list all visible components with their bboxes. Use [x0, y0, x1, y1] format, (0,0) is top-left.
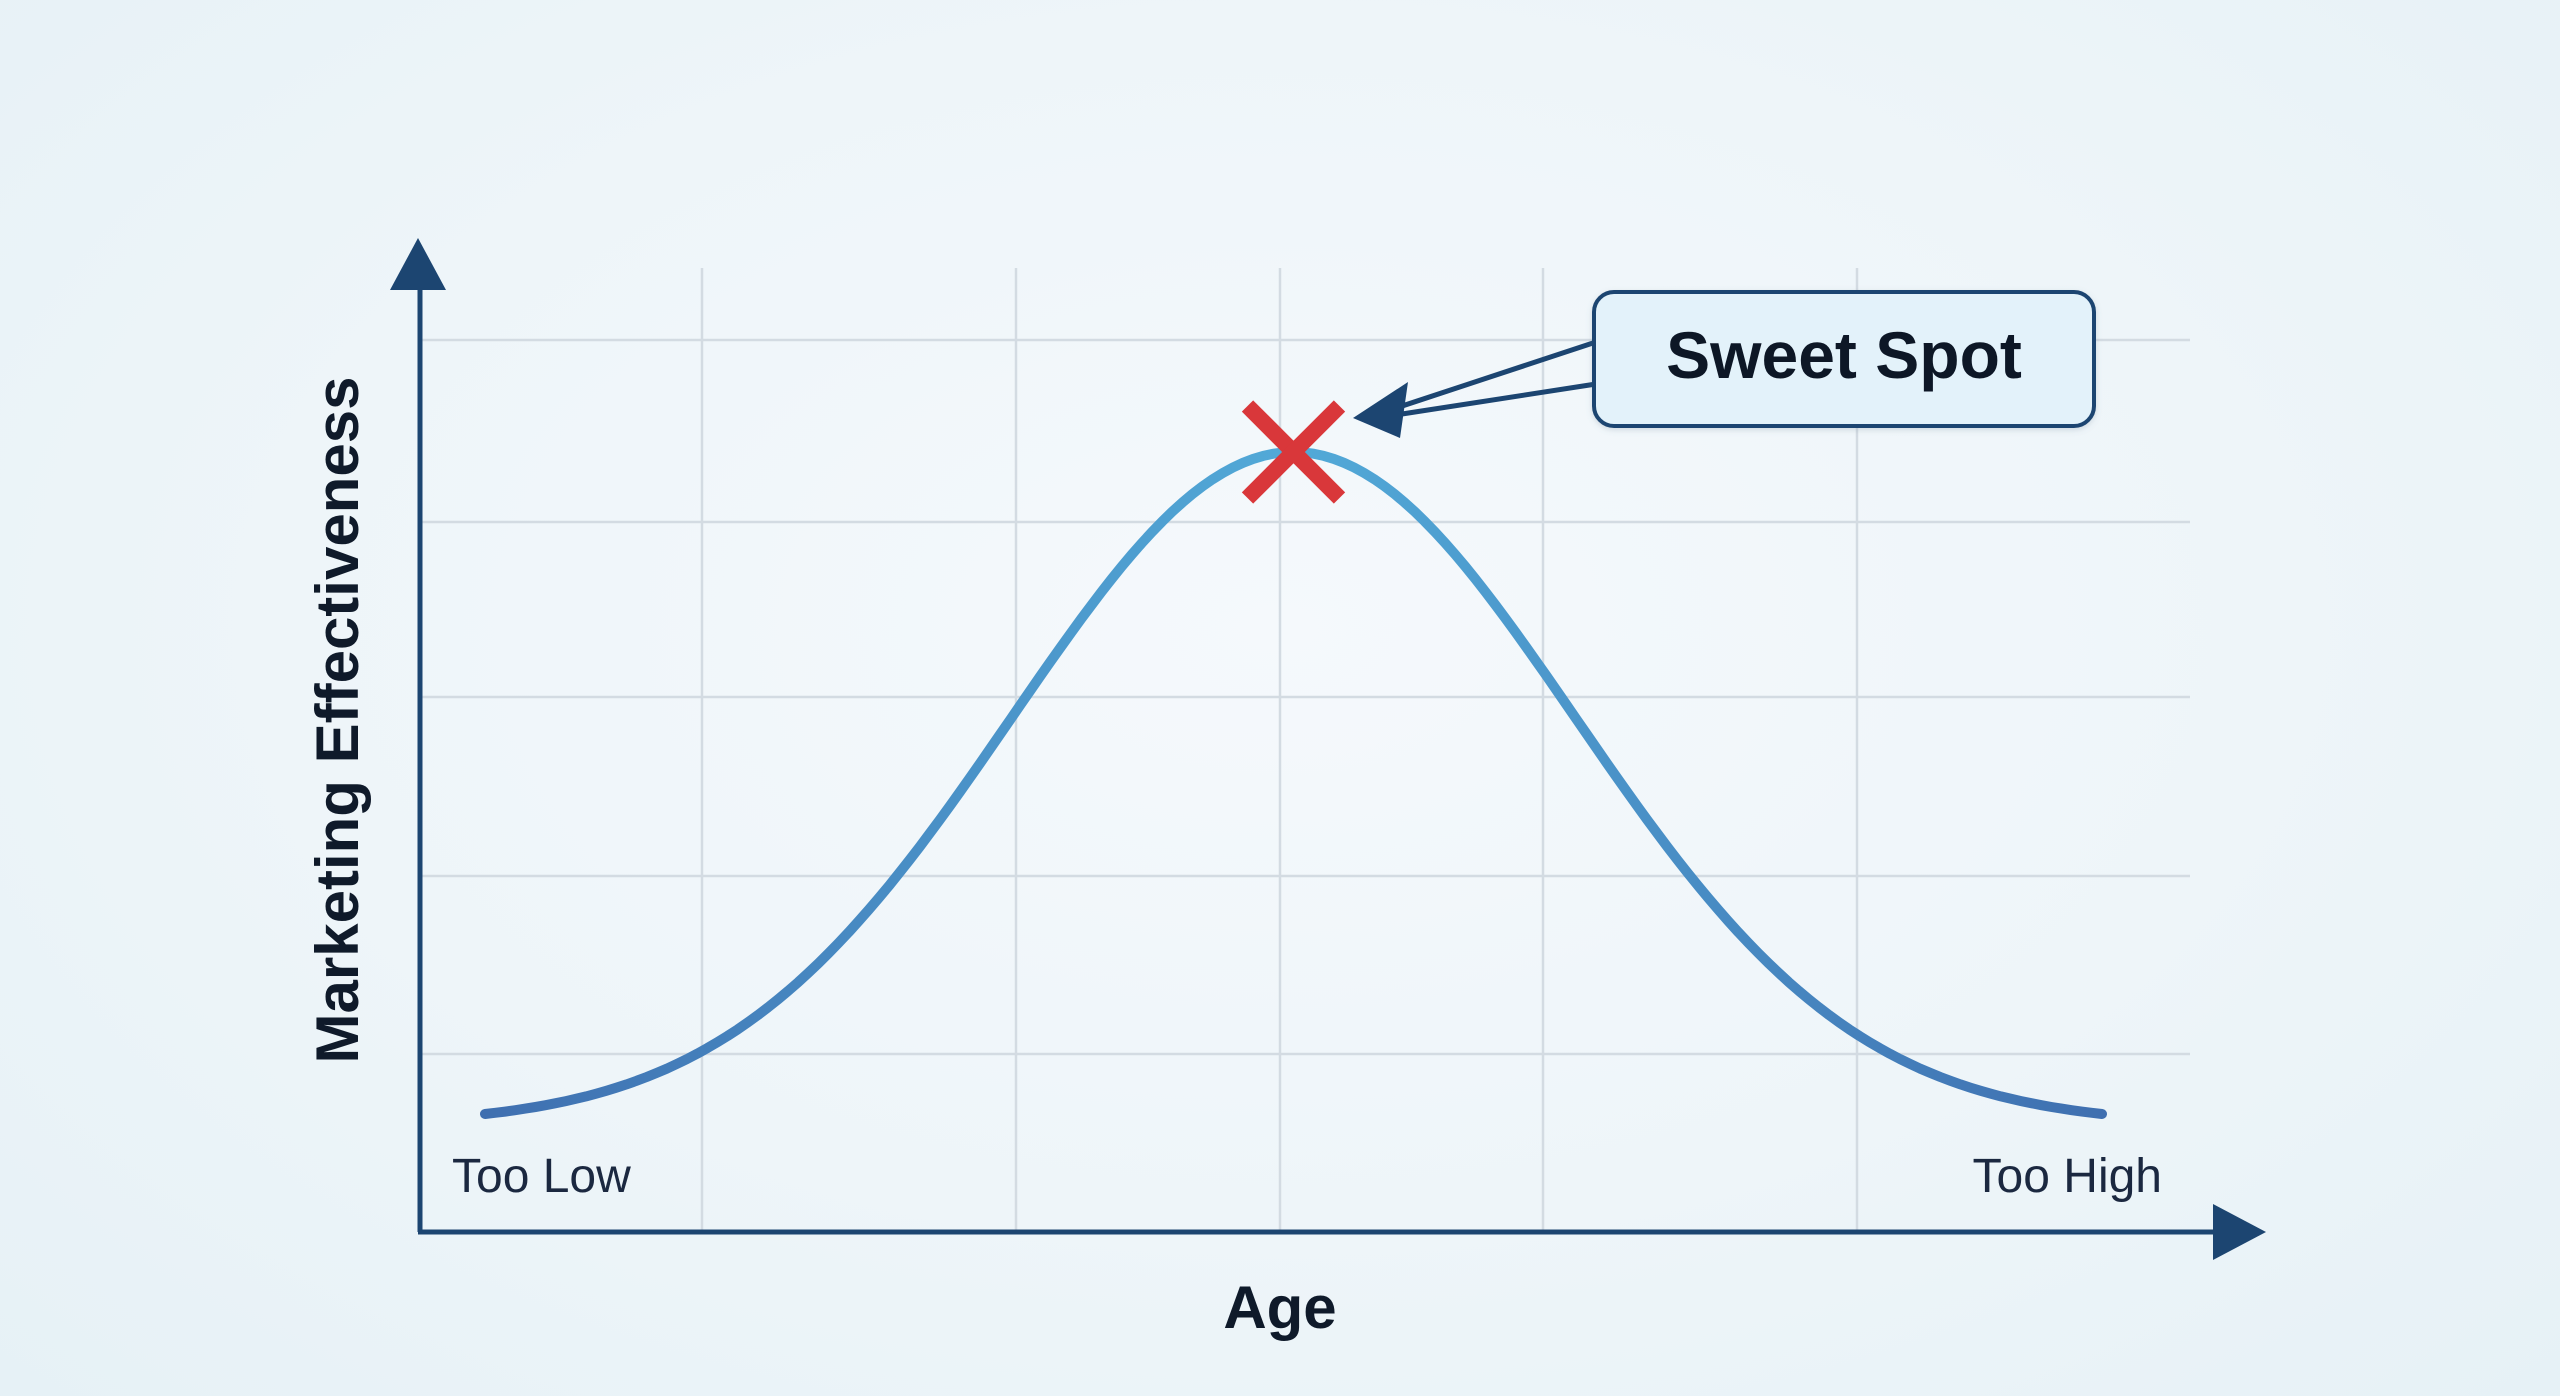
x-axis-label: Age [1223, 1274, 1336, 1341]
x-tick-label-too-high: Too High [1973, 1150, 2162, 1203]
series-line [480, 447, 2107, 1119]
x-axis-arrow-icon [2213, 1204, 2266, 1260]
sweet-spot-callout-label: Sweet Spot [1666, 318, 2022, 392]
series-layer [480, 447, 2107, 1119]
callout-pointer-line-lower [1401, 381, 1597, 417]
callout-arrow-icon [1353, 382, 1408, 438]
callout-pointer-line-upper [1389, 339, 1597, 413]
y-axis-label: Marketing Effectiveness [304, 377, 371, 1064]
annotation-layer: Sweet Spot [1241, 290, 2096, 504]
labels: Marketing Effectiveness Age Too Low Too … [304, 377, 2162, 1341]
y-axis-arrow-icon [390, 238, 446, 290]
sweet-spot-marker-stroke-b [1241, 400, 1346, 504]
x-tick-label-too-low: Too Low [452, 1150, 631, 1203]
sweet-spot-callout-box [1592, 290, 2096, 428]
axes [390, 238, 2266, 1260]
